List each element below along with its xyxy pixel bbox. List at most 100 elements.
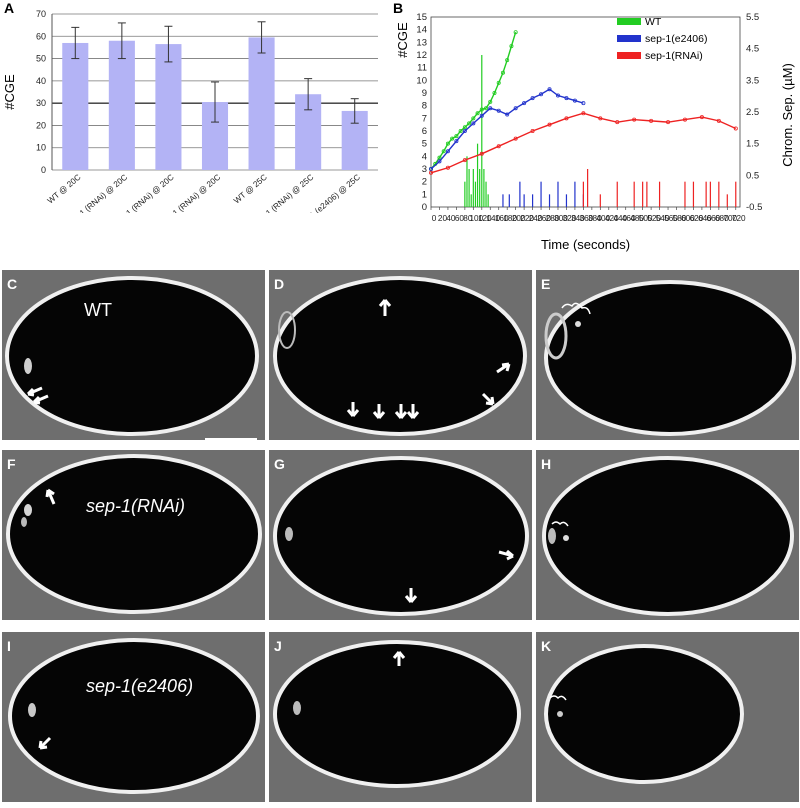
series-point xyxy=(496,80,501,85)
bar xyxy=(155,44,182,171)
micrograph-k: K xyxy=(536,632,799,802)
micrograph-c: WT C xyxy=(2,270,265,440)
x-tick-label: 560 xyxy=(664,214,678,223)
x-tick-label: 40 xyxy=(446,214,456,223)
series-point xyxy=(488,106,493,111)
x-tick-label: 460 xyxy=(622,214,636,223)
series-point xyxy=(505,112,510,117)
micrograph-g: G xyxy=(269,450,532,620)
x-tick-label: 660 xyxy=(707,214,721,223)
y2-tick-label: 4.5 xyxy=(746,44,759,55)
y-tick-label: 6 xyxy=(422,126,427,137)
series-point xyxy=(445,149,450,154)
x-tick-label: 700 xyxy=(723,214,737,223)
plot-frame xyxy=(430,16,741,208)
panel-label-a: A xyxy=(4,0,15,16)
series-line xyxy=(430,112,737,174)
x-tick-label: 440 xyxy=(613,214,627,223)
series-point xyxy=(500,70,505,75)
x-tick-label: 260 xyxy=(537,214,551,223)
series-point xyxy=(437,155,442,160)
x-tick-label: 240 xyxy=(529,214,543,223)
series-point xyxy=(666,120,671,125)
series-point xyxy=(682,117,687,122)
series-point xyxy=(530,96,535,101)
y-tick-label: 0 xyxy=(422,202,427,213)
x-tick-label: 380 xyxy=(588,214,602,223)
series-point xyxy=(513,106,518,111)
x-tick-label: 80 xyxy=(463,214,473,223)
x-tick-label: 600 xyxy=(681,214,695,223)
x-tick-label: 640 xyxy=(698,214,712,223)
series-line xyxy=(430,31,517,170)
series-point xyxy=(454,139,459,144)
series-point xyxy=(716,118,721,123)
y2-tick-label: 0.5 xyxy=(746,170,759,181)
y-tick-label: 3 xyxy=(422,164,427,175)
y2-tick-label: 2.5 xyxy=(746,107,759,118)
y-tick-label: 30 xyxy=(36,98,46,108)
series-point xyxy=(581,111,586,116)
x-tick-label: 300 xyxy=(554,214,568,223)
y-tick-label: 20 xyxy=(36,120,46,130)
series-point xyxy=(632,117,637,122)
series-point xyxy=(479,113,484,118)
series-point xyxy=(649,118,654,123)
series-point xyxy=(509,44,514,49)
legend-swatch xyxy=(617,35,641,42)
panel-label-h: H xyxy=(541,456,552,472)
y-tick-label: 11 xyxy=(417,63,427,74)
panel-label-f: F xyxy=(7,456,16,472)
series-point xyxy=(488,99,493,104)
micrograph-j: J xyxy=(269,632,532,802)
x-tick-label: 580 xyxy=(673,214,687,223)
y-tick-label: 50 xyxy=(36,54,46,64)
y2-tick-label: 3.5 xyxy=(746,75,759,86)
series-point xyxy=(475,111,480,116)
series-point xyxy=(458,128,463,133)
x-tick-label: 400 xyxy=(596,214,610,223)
micrograph-e: E xyxy=(536,270,799,440)
y-tick-label: 2 xyxy=(422,177,427,188)
x-tick-label: 420 xyxy=(605,214,619,223)
y-axis-label: #CGE xyxy=(2,74,17,110)
panel-label-i: I xyxy=(7,638,11,654)
x-tick-label: 220 xyxy=(520,214,534,223)
series-point xyxy=(513,136,518,141)
x-tick-label: 60 xyxy=(455,214,465,223)
micrograph-d: D xyxy=(269,270,532,440)
x-tick-label: 180 xyxy=(503,214,517,223)
label-sep1-e2406: sep-1(e2406) xyxy=(86,676,194,696)
series-point xyxy=(471,121,476,126)
x-tick-label: 500 xyxy=(639,214,653,223)
series-point xyxy=(441,149,446,154)
x-tick-label: 280 xyxy=(546,214,560,223)
x-tick-label: 620 xyxy=(690,214,704,223)
x-tick-label: 20 xyxy=(438,214,448,223)
y2-tick-label: 1.5 xyxy=(746,139,759,150)
y2-tick-label: -0.5 xyxy=(746,202,762,213)
x-tick-label: 480 xyxy=(630,214,644,223)
y-tick-label: 10 xyxy=(416,75,427,86)
label-sep1-rnai: sep-1(RNAi) xyxy=(86,496,186,516)
y-tick-label: 40 xyxy=(36,76,46,86)
y-tick-label: 5 xyxy=(422,139,427,150)
series-point xyxy=(462,128,467,133)
y-tick-label: 0 xyxy=(41,165,46,175)
series-point xyxy=(547,87,552,92)
y-tick-label: 9 xyxy=(422,88,427,99)
series-point xyxy=(462,125,467,130)
micrograph-h: H xyxy=(536,450,799,620)
series-point xyxy=(496,144,501,149)
series-point xyxy=(581,101,586,106)
series-point xyxy=(598,116,603,121)
legend-label: WT xyxy=(645,16,662,28)
x-tick-label: 340 xyxy=(571,214,585,223)
series-point xyxy=(445,141,450,146)
series-point xyxy=(539,92,544,97)
panel-label-d: D xyxy=(274,276,285,292)
series-point xyxy=(733,126,738,131)
series-point xyxy=(429,166,434,171)
y-tick-label: 10 xyxy=(36,143,46,153)
micrograph-i: sep-1(e2406) I xyxy=(2,632,265,802)
